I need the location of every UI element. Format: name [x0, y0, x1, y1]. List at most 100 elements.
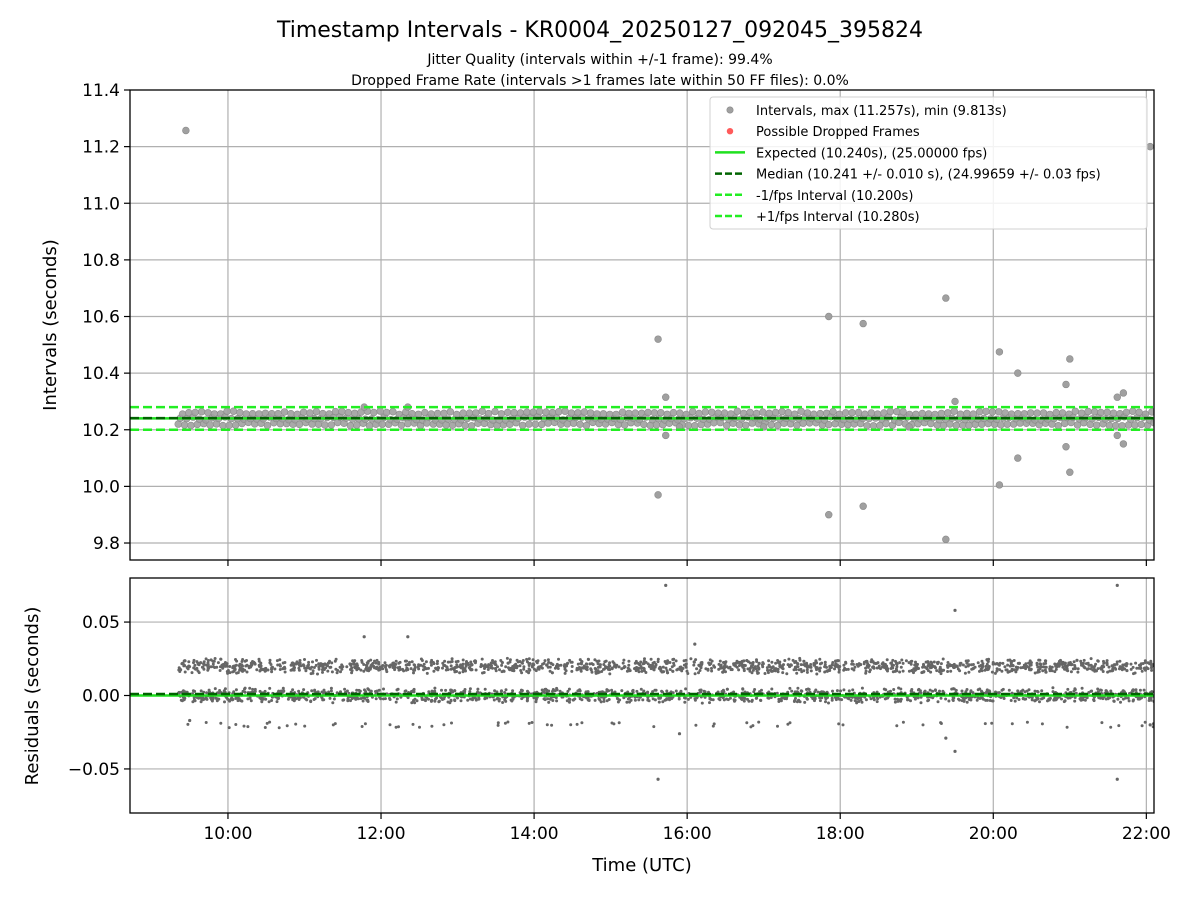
residual-point — [831, 689, 834, 693]
residual-point — [738, 664, 741, 667]
residual-point — [608, 672, 612, 676]
residual-point — [261, 697, 265, 701]
residual-point — [782, 663, 785, 667]
interval-point — [824, 420, 833, 429]
residual-point — [895, 665, 899, 669]
residual-point — [503, 721, 507, 725]
residual-point — [1060, 660, 1064, 664]
residual-point — [604, 665, 607, 669]
residual-point — [978, 664, 981, 668]
residual-point — [406, 696, 410, 700]
residual-point — [627, 659, 631, 663]
residual-point — [586, 690, 590, 694]
residual-point — [805, 668, 809, 672]
interval-point — [504, 408, 512, 417]
residual-point — [864, 669, 868, 673]
residual-point — [1090, 665, 1094, 669]
residual-point — [1037, 670, 1041, 674]
residual-point — [580, 660, 584, 664]
residual-point — [1115, 662, 1119, 666]
residual-point — [803, 700, 807, 704]
residual-point — [991, 662, 995, 666]
residual-point — [1071, 667, 1075, 671]
residual-point — [724, 660, 728, 664]
residual-point — [245, 670, 249, 674]
residual-point — [263, 689, 267, 693]
residual-point — [713, 665, 717, 669]
residual-point — [969, 689, 973, 693]
legend: Intervals, max (11.257s), min (9.813s) Po… — [709, 96, 1148, 230]
x-tick-label: 14:00 — [510, 824, 559, 844]
residual-point — [503, 696, 507, 700]
residual-point — [394, 725, 398, 729]
residual-outlier-point — [1148, 723, 1152, 727]
residual-point — [823, 660, 827, 664]
interval-point — [433, 409, 442, 418]
residual-point — [483, 667, 486, 670]
residual-point — [304, 669, 308, 673]
residual-point — [332, 697, 336, 701]
residual-outlier-point — [693, 642, 697, 646]
residual-point — [966, 664, 970, 668]
interval-point — [652, 421, 661, 429]
residual-point — [835, 689, 839, 693]
interval-point — [491, 407, 499, 416]
residual-point — [1109, 725, 1113, 729]
residual-point — [920, 671, 924, 675]
residual-point — [415, 699, 419, 703]
residual-point — [410, 690, 413, 693]
residual-point — [259, 664, 263, 668]
residual-point — [757, 661, 761, 665]
residual-point — [218, 691, 221, 694]
interval-point — [1122, 408, 1131, 417]
residual-point — [233, 667, 237, 671]
residual-point — [464, 669, 467, 673]
interval-point — [676, 409, 684, 417]
residual-point — [730, 667, 734, 671]
residual-point — [294, 722, 298, 726]
residual-point — [990, 699, 994, 703]
interval-point — [461, 421, 469, 430]
residual-point — [674, 689, 678, 693]
residual-point — [402, 669, 406, 673]
residual-point — [286, 697, 290, 701]
residual-point — [349, 668, 352, 671]
residual-point — [1039, 665, 1043, 669]
residual-point — [205, 691, 209, 695]
residual-point — [359, 697, 363, 700]
residual-point — [971, 663, 975, 666]
residual-point — [1069, 663, 1073, 667]
residual-point — [626, 690, 630, 694]
residual-point — [1119, 700, 1122, 704]
residual-point — [219, 657, 223, 661]
x-tick-label: 22:00 — [1122, 824, 1171, 844]
residual-point — [948, 663, 952, 667]
residual-point — [492, 698, 496, 702]
residual-point — [815, 672, 819, 676]
residual-point — [346, 697, 350, 701]
residual-point — [1025, 720, 1029, 724]
y-tick-label: 11.2 — [82, 138, 120, 158]
residual-point — [1121, 697, 1125, 701]
interval-point — [773, 421, 782, 430]
residual-point — [1001, 661, 1005, 665]
residual-point — [333, 722, 337, 726]
residual-point — [757, 720, 761, 724]
residual-point — [558, 689, 562, 693]
residual-point — [892, 688, 896, 691]
residual-point — [563, 665, 567, 669]
residual-point — [718, 659, 722, 663]
residual-point — [749, 661, 752, 665]
residual-point — [1017, 661, 1021, 665]
residual-point — [177, 668, 181, 672]
residual-point — [613, 690, 617, 694]
residual-point — [793, 690, 797, 694]
residual-point — [676, 667, 680, 671]
residual-point — [566, 689, 570, 693]
interval-outlier-point — [825, 510, 833, 519]
residual-point — [383, 661, 387, 665]
residual-point — [320, 696, 324, 700]
residual-point — [906, 698, 910, 702]
interval-outlier-point — [662, 393, 670, 401]
residual-point — [857, 700, 861, 703]
